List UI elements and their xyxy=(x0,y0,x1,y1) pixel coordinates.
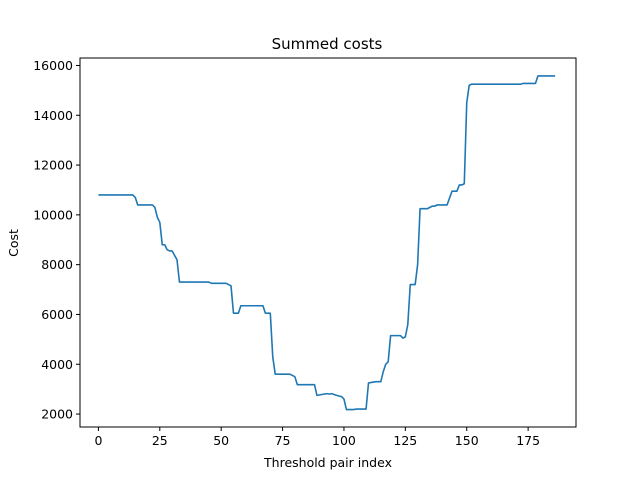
x-axis-ticks: 0 25 50 75 100 125 150 175 xyxy=(94,427,540,448)
x-tick-label: 125 xyxy=(393,433,417,448)
x-tick-label: 175 xyxy=(516,433,540,448)
y-axis-ticks: 2000 4000 6000 8000 10000 12000 14000 16000 xyxy=(33,58,80,422)
y-tick-label: 12000 xyxy=(33,158,73,173)
x-tick-label: 50 xyxy=(213,433,229,448)
cost-series-line xyxy=(98,75,556,411)
x-tick-label: 0 xyxy=(94,433,102,448)
y-axis-title: Cost xyxy=(6,229,21,257)
chart-title: Summed costs xyxy=(272,35,383,53)
y-tick-label: 16000 xyxy=(33,58,73,73)
y-tick-label: 8000 xyxy=(41,257,73,272)
y-tick-label: 2000 xyxy=(41,407,73,422)
x-tick-label: 25 xyxy=(152,433,168,448)
y-tick-label: 4000 xyxy=(41,357,73,372)
x-tick-label: 100 xyxy=(332,433,356,448)
plot-frame xyxy=(79,57,577,428)
x-tick-label: 75 xyxy=(275,433,291,448)
y-tick-label: 6000 xyxy=(41,307,73,322)
y-tick-label: 10000 xyxy=(33,207,73,222)
x-axis-title: Threshold pair index xyxy=(263,455,392,470)
x-tick-label: 150 xyxy=(455,433,479,448)
y-tick-label: 14000 xyxy=(33,108,73,123)
